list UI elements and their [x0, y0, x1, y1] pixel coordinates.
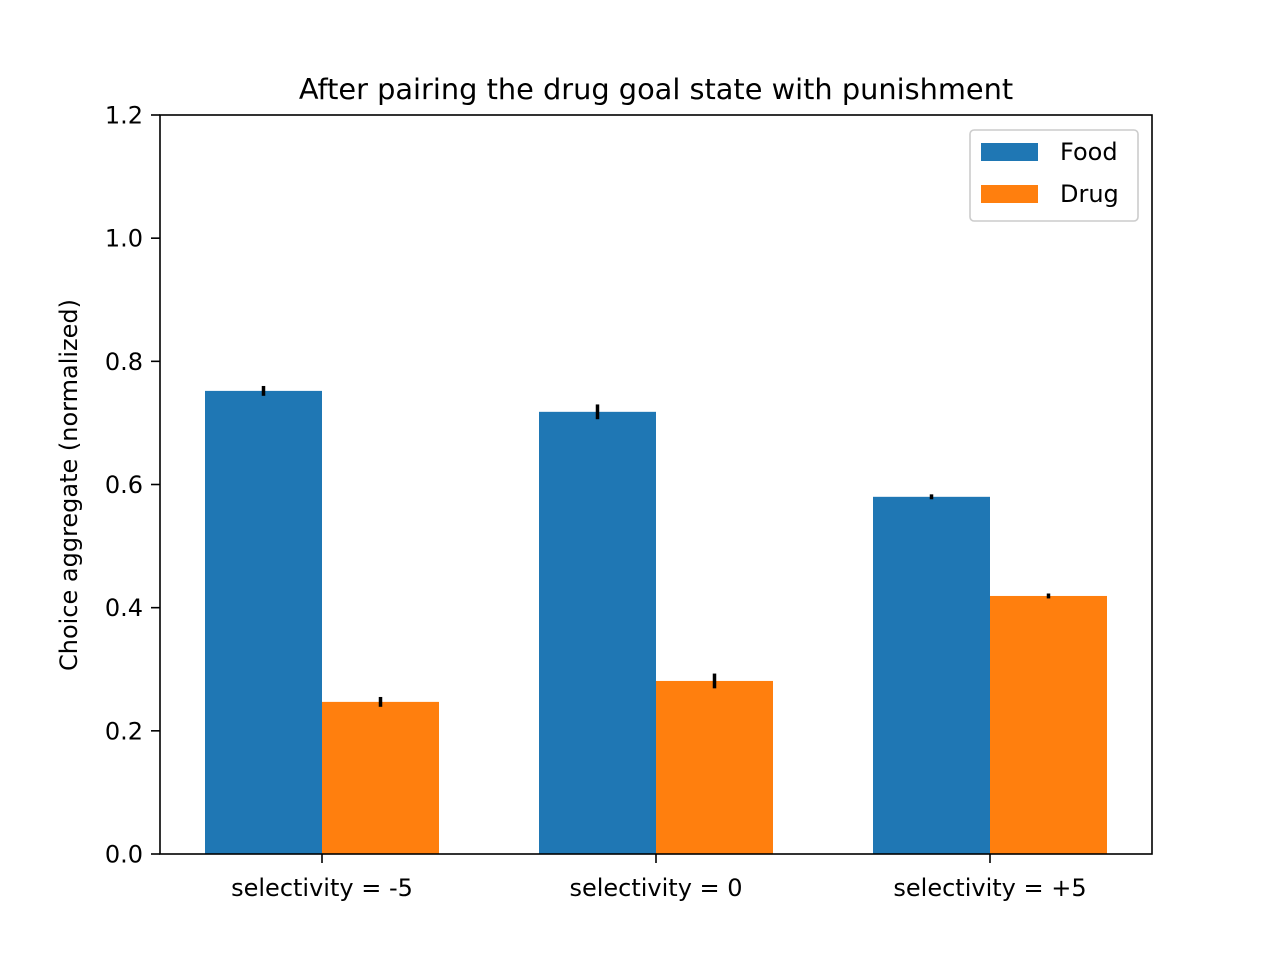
legend-swatch-food	[981, 143, 1038, 161]
bar-drug-1	[656, 680, 773, 854]
legend-label-food: Food	[1060, 138, 1118, 166]
y-tick-label: 0.8	[105, 348, 143, 376]
x-tick-label: selectivity = +5	[893, 874, 1086, 902]
bar-drug-2	[990, 595, 1107, 854]
bar-food-1	[539, 411, 656, 854]
y-tick-label: 0.0	[105, 841, 143, 869]
y-tick-label: 1.0	[105, 225, 143, 253]
bar-food-0	[205, 390, 322, 854]
y-axis-label: Choice aggregate (normalized)	[55, 299, 83, 671]
bars-layer	[205, 390, 1107, 854]
legend-swatch-drug	[981, 185, 1038, 203]
x-axis: selectivity = -5 selectivity = 0 selectivi…	[231, 854, 1087, 902]
y-tick-label: 1.2	[105, 102, 143, 130]
legend: Food Drug	[969, 129, 1139, 222]
chart-title: After pairing the drug goal state with p…	[299, 72, 1013, 106]
error-bars-layer	[261, 385, 1051, 707]
x-tick-label: selectivity = 0	[569, 874, 742, 902]
legend-label-drug: Drug	[1060, 180, 1119, 208]
y-tick-label: 0.6	[105, 471, 143, 499]
y-axis: 0.0 0.2 0.4 0.6 0.8 1.0 1.2	[105, 102, 160, 869]
x-tick-label: selectivity = -5	[231, 874, 413, 902]
y-tick-label: 0.2	[105, 717, 143, 745]
bar-food-2	[873, 496, 990, 854]
bar-drug-0	[322, 701, 439, 854]
y-tick-label: 0.4	[105, 594, 143, 622]
